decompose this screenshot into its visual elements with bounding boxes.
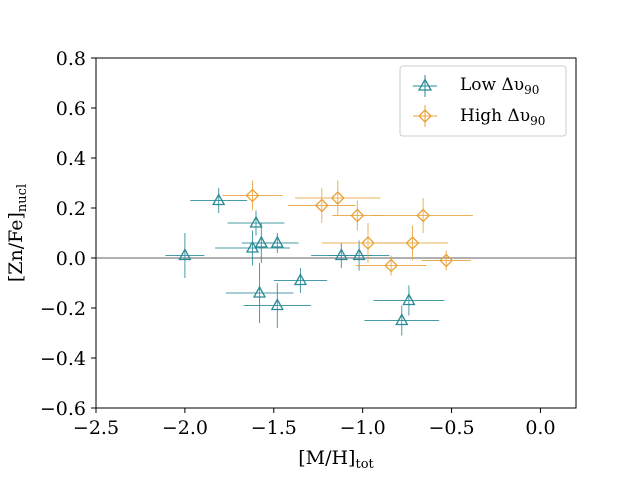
legend-low-triangle-icon bbox=[417, 78, 433, 91]
x-axis-label-sub: tot bbox=[355, 457, 374, 472]
errorbar-layer bbox=[165, 180, 473, 336]
legend-high-sub: 90 bbox=[530, 114, 545, 128]
data-point-diamond bbox=[314, 198, 329, 213]
legend: Low Δυ90 High Δυ90 bbox=[399, 65, 567, 137]
data-point-triangle bbox=[212, 193, 226, 206]
legend-entry-low: Low Δυ90 bbox=[413, 75, 539, 97]
data-point-triangle bbox=[270, 235, 284, 248]
legend-entry-high: High Δυ90 bbox=[413, 105, 545, 128]
y-tick-label: −0.6 bbox=[40, 398, 86, 420]
data-point-triangle bbox=[270, 298, 284, 311]
data-point-diamond bbox=[245, 188, 260, 203]
tick-layer: −2.5 −2.0 −1.5 −1.0 −0.5 0.0 −0.6 −0.4 −0.2 0.0 0.… bbox=[40, 48, 556, 439]
data-point-diamond bbox=[384, 258, 399, 273]
x-tick-label: 0.0 bbox=[525, 417, 555, 439]
y-tick-label: 0.8 bbox=[56, 48, 86, 70]
data-point-triangle bbox=[178, 248, 192, 261]
data-point-triangle bbox=[334, 248, 348, 261]
data-point-triangle bbox=[254, 235, 268, 248]
y-tick-label: 0.6 bbox=[56, 98, 86, 120]
data-point-triangle bbox=[402, 293, 416, 306]
x-tick-label: −2.0 bbox=[162, 417, 208, 439]
data-point-diamond bbox=[330, 191, 345, 205]
data-point-diamond bbox=[350, 208, 365, 223]
marker-layer bbox=[178, 188, 454, 326]
x-tick-label: −1.5 bbox=[251, 417, 297, 439]
data-point-diamond bbox=[405, 236, 420, 250]
data-point-diamond bbox=[416, 208, 431, 223]
legend-high-diamond-icon bbox=[418, 109, 432, 123]
x-tick-label: −1.0 bbox=[340, 417, 386, 439]
x-axis-label: [M/H]tot bbox=[298, 447, 374, 472]
legend-box bbox=[399, 65, 567, 137]
legend-high-label: High Δυ90 bbox=[460, 106, 545, 128]
data-point-triangle bbox=[249, 215, 263, 228]
plot-frame bbox=[95, 57, 577, 409]
y-axis-label-main: [Zn/Fe] bbox=[5, 212, 27, 282]
x-tick-label: −2.5 bbox=[73, 417, 119, 439]
x-tick-label: −0.5 bbox=[428, 417, 474, 439]
legend-low-name: Low Δυ bbox=[460, 75, 524, 95]
legend-high-name: High Δυ bbox=[460, 106, 530, 126]
data-point-diamond bbox=[439, 253, 454, 268]
y-axis-label-sub: nucl bbox=[15, 184, 30, 212]
y-tick-label: −0.2 bbox=[40, 298, 86, 320]
data-point-diamond bbox=[361, 236, 375, 250]
y-tick-label: −0.4 bbox=[40, 348, 86, 370]
y-tick-label: 0.0 bbox=[56, 248, 86, 270]
data-point-triangle bbox=[352, 248, 366, 261]
data-point-triangle bbox=[252, 285, 267, 298]
y-tick-label: 0.4 bbox=[56, 148, 86, 170]
data-point-triangle bbox=[293, 273, 308, 286]
legend-low-label: Low Δυ90 bbox=[460, 75, 539, 97]
x-axis-label-main: [M/H] bbox=[298, 447, 355, 469]
data-point-triangle bbox=[395, 313, 409, 326]
y-tick-label: 0.2 bbox=[56, 198, 86, 220]
legend-low-sub: 90 bbox=[524, 83, 539, 97]
y-axis-label: [Zn/Fe]nucl bbox=[5, 184, 30, 282]
